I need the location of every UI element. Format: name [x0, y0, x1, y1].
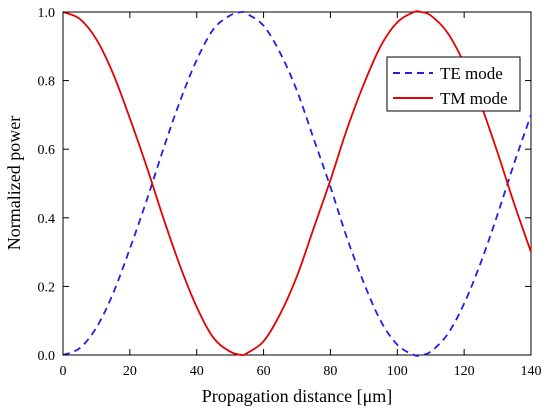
y-axis: 0.0 0.2 0.4 0.6 0.8 1.0 — [38, 6, 531, 364]
legend-label-te-mode: TE mode — [440, 64, 503, 83]
legend-box — [386, 56, 521, 112]
x-tick-label: 100 — [387, 364, 408, 379]
x-axis-label: Propagation distance [μm] — [202, 386, 393, 406]
y-tick-label: 0.6 — [38, 143, 56, 158]
y-tick-label: 0.4 — [38, 212, 56, 227]
x-tick-label: 80 — [323, 364, 337, 379]
y-axis-label: Normalized power — [4, 116, 24, 250]
x-tick-label: 120 — [454, 364, 475, 379]
y-tick-label: 1.0 — [38, 6, 56, 21]
x-tick-label: 20 — [123, 364, 137, 379]
x-tick-label: 40 — [190, 364, 204, 379]
series-layer — [62, 10, 532, 357]
series-line-tm-mode — [62, 10, 532, 357]
y-tick-label: 0.2 — [38, 280, 56, 295]
x-tick-label: 140 — [521, 364, 542, 379]
y-tick-label: 0.0 — [38, 349, 56, 364]
x-tick-label: 0 — [60, 364, 67, 379]
x-axis: 0 20 40 60 80 100 120 140 — [60, 12, 542, 379]
legend-label-tm-mode: TM mode — [440, 89, 508, 108]
x-tick-label: 60 — [257, 364, 271, 379]
legend: TE mode TM mode — [386, 56, 521, 112]
series-line-te-mode — [62, 10, 532, 357]
y-tick-label: 0.8 — [38, 75, 56, 90]
